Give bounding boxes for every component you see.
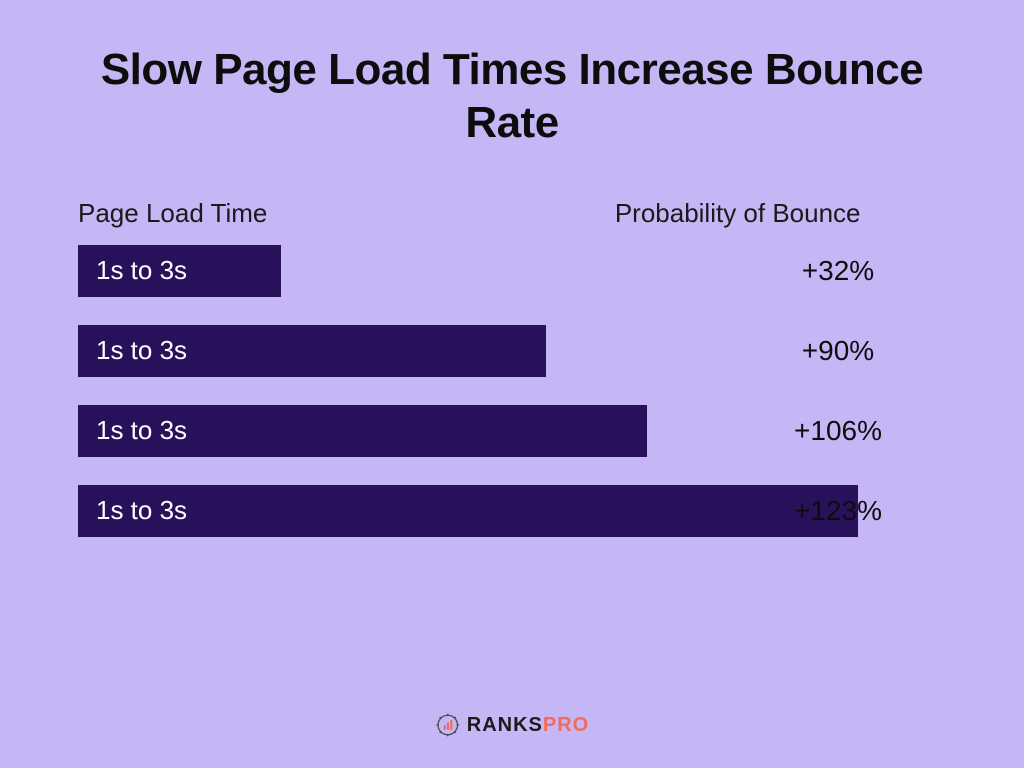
header-right: Probability of Bounce <box>529 198 946 229</box>
bar-value: +123% <box>768 495 908 527</box>
bar-label: 1s to 3s <box>96 335 187 366</box>
bar-track: 1s to 3s +32% <box>78 245 858 297</box>
bar-track: 1s to 3s +90% <box>78 325 858 377</box>
bar-value: +90% <box>768 335 908 367</box>
logo-text: RANKSPRO <box>467 714 589 737</box>
column-headers: Page Load Time Probability of Bounce <box>0 198 1024 229</box>
bar-label: 1s to 3s <box>96 495 187 526</box>
chart-row: 1s to 3s +32% <box>78 245 946 297</box>
chart-row: 1s to 3s +123% <box>78 485 946 537</box>
bar: 1s to 3s <box>78 405 647 457</box>
brand-logo: RANKSPRO <box>435 712 589 738</box>
chart-title: Slow Page Load Times Increase Bounce Rat… <box>72 0 952 150</box>
chart-row: 1s to 3s +106% <box>78 405 946 457</box>
bar: 1s to 3s <box>78 325 546 377</box>
bar-label: 1s to 3s <box>96 415 187 446</box>
bar-value: +32% <box>768 255 908 287</box>
logo-text-left: RANKS <box>467 714 543 736</box>
bar-value: +106% <box>768 415 908 447</box>
chart-rows: 1s to 3s +32% 1s to 3s +90% 1s to 3s +10… <box>0 245 1024 537</box>
bar-track: 1s to 3s +123% <box>78 485 858 537</box>
gear-chart-icon <box>435 712 461 738</box>
bar-track: 1s to 3s +106% <box>78 405 858 457</box>
chart-canvas: Slow Page Load Times Increase Bounce Rat… <box>0 0 1024 768</box>
bar: 1s to 3s <box>78 485 858 537</box>
chart-row: 1s to 3s +90% <box>78 325 946 377</box>
header-left: Page Load Time <box>78 198 529 229</box>
bar: 1s to 3s <box>78 245 281 297</box>
bar-label: 1s to 3s <box>96 255 187 286</box>
logo-text-right: PRO <box>543 714 589 736</box>
